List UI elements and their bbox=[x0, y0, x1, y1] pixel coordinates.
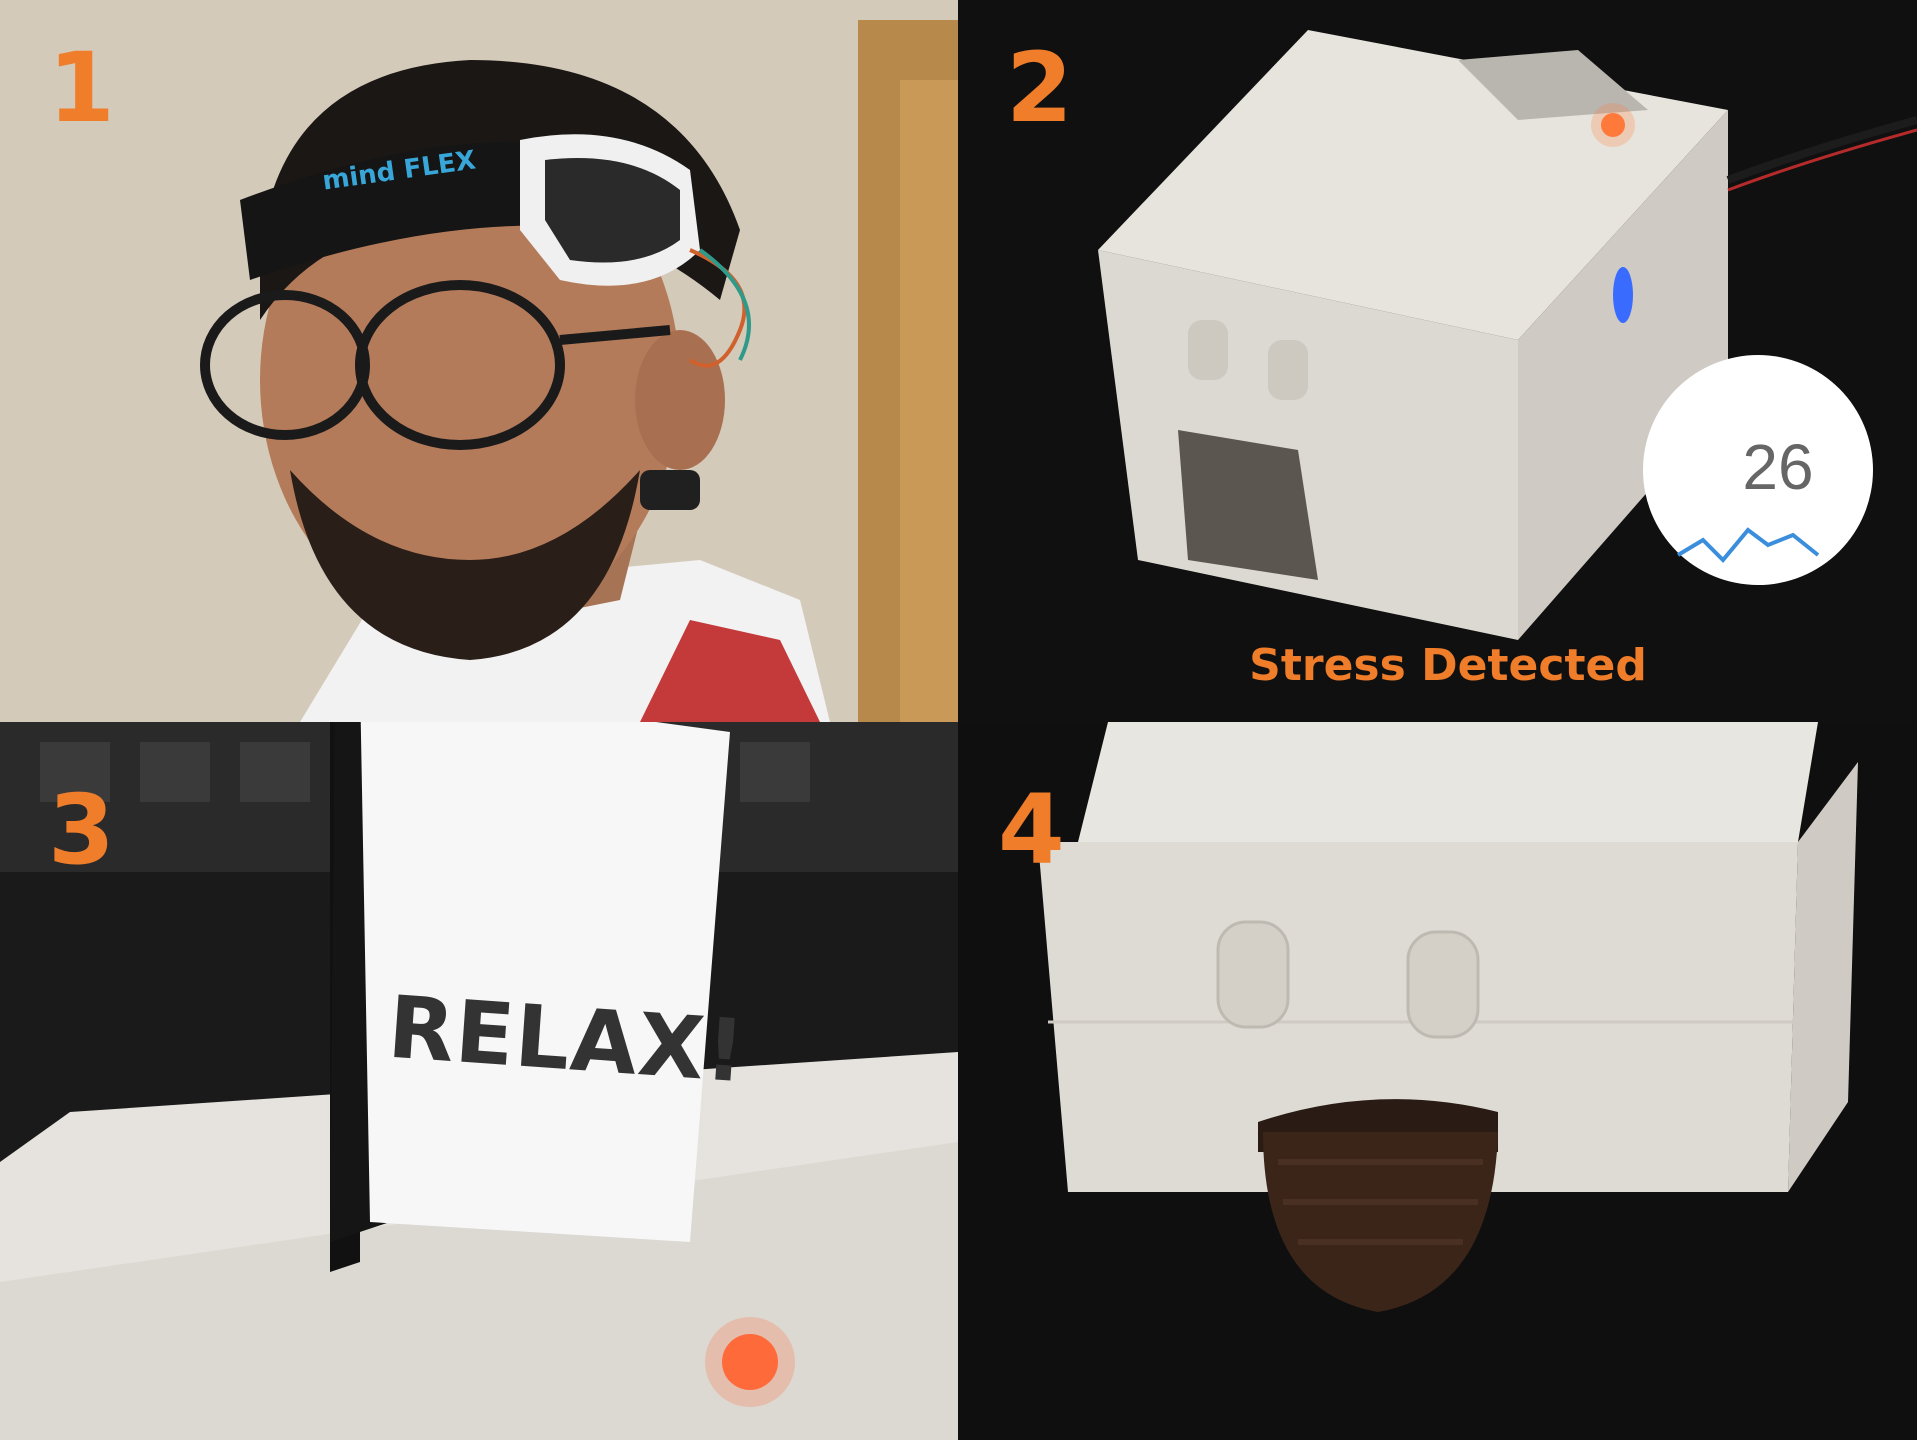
cookie-scene bbox=[958, 722, 1917, 1440]
panel-number: 1 bbox=[48, 32, 115, 144]
panel-number: 4 bbox=[998, 774, 1065, 886]
panel-1-eeg-headband-photo: mind FLEX 1 bbox=[0, 0, 958, 722]
panel-2-device-photo: 2 Stress Detected bbox=[958, 0, 1917, 722]
gauge-value: 26 bbox=[1742, 431, 1814, 503]
relax-scene bbox=[0, 722, 958, 1440]
device-scene bbox=[958, 0, 1917, 722]
panel-number: 2 bbox=[1006, 32, 1073, 144]
panel-3-relax-card-photo: 3 bbox=[0, 722, 958, 1440]
stress-caption: Stress Detected bbox=[1249, 640, 1647, 691]
headband-scene bbox=[0, 0, 958, 722]
panel-number: 3 bbox=[48, 774, 115, 886]
panel-4-cookie-dispenser-photo: 4 bbox=[958, 722, 1917, 1440]
